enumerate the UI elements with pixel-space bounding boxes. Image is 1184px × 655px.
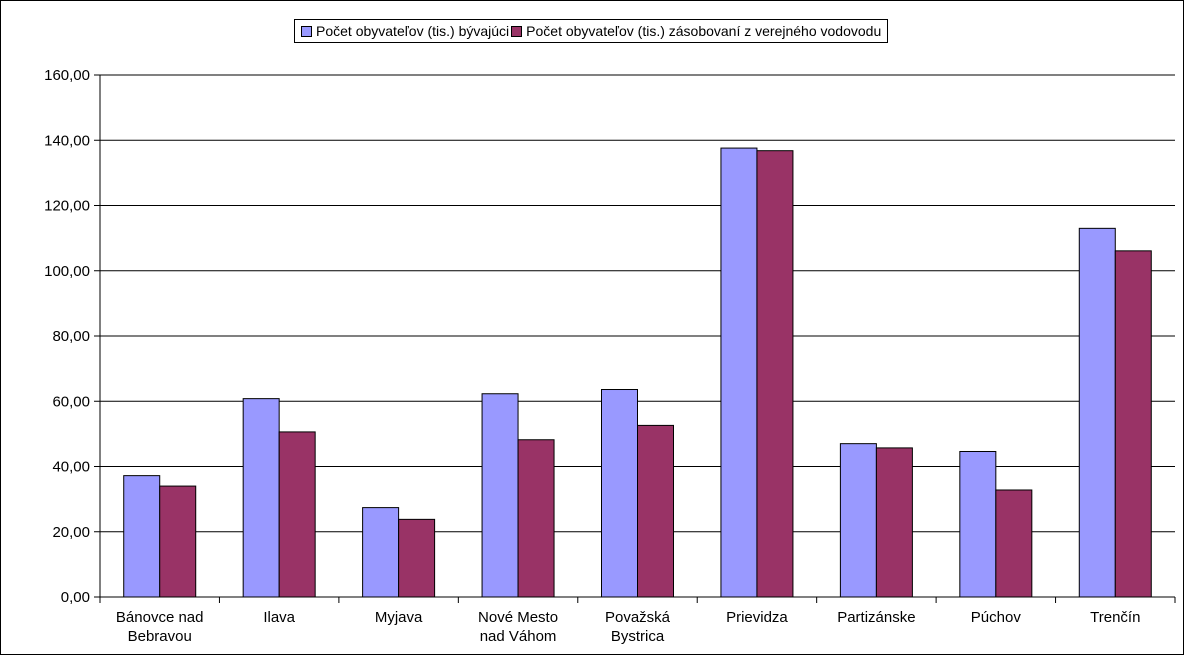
bar-series-2 <box>398 518 436 598</box>
y-tick-label: 40,00 <box>52 459 90 476</box>
x-tick-label: Partizánske <box>837 609 915 626</box>
x-tick-label: Trenčín <box>1090 609 1140 626</box>
legend-swatch-series-1 <box>301 25 312 37</box>
y-tick-label: 0,00 <box>61 589 90 606</box>
x-tick-label: Prievidza <box>726 609 788 626</box>
bar-series-2 <box>637 424 674 598</box>
bar-series-2 <box>278 431 316 598</box>
y-tick-label: 80,00 <box>52 328 90 345</box>
legend-item-series-1: Počet obyvateľov (tis.) bývajúci <box>299 23 509 39</box>
y-tick-label: 160,00 <box>44 67 90 84</box>
bar-series-1 <box>123 475 161 598</box>
bar-series-1 <box>959 450 997 598</box>
y-tick-label: 60,00 <box>52 393 90 410</box>
x-tick-label: Bebravou <box>128 628 192 645</box>
bar-series-2 <box>756 150 794 598</box>
chart-legend: Počet obyvateľov (tis.) bývajúci Počet o… <box>294 19 889 43</box>
legend-swatch-series-2 <box>511 25 523 37</box>
x-tick-label: nad Váhom <box>480 628 557 645</box>
bar-series-1 <box>601 389 638 598</box>
bar-series-2 <box>517 439 555 598</box>
x-tick-label: Myjava <box>375 609 423 626</box>
x-tick-label: Považská <box>605 609 671 626</box>
y-tick-label: 140,00 <box>44 132 90 149</box>
bar-series-2 <box>875 447 913 598</box>
bar-series-2 <box>159 485 197 598</box>
legend-label-series-2: Počet obyvateľov (tis.) zásobovaní z ver… <box>526 23 882 39</box>
x-tick-label: Nové Mesto <box>478 609 558 626</box>
x-tick-label: Bánovce nad <box>116 609 204 626</box>
bar-series-1 <box>242 398 280 598</box>
x-tick-label: Púchov <box>971 609 1022 626</box>
bar-series-1 <box>720 147 758 598</box>
x-tick-label: Ilava <box>263 609 295 626</box>
bar-series-1 <box>839 443 877 598</box>
y-tick-label: 100,00 <box>44 263 90 280</box>
y-tick-label: 20,00 <box>52 524 90 541</box>
legend-label-series-1: Počet obyvateľov (tis.) bývajúci <box>316 23 510 39</box>
bar-series-1 <box>362 507 400 598</box>
y-tick-label: 120,00 <box>44 198 90 215</box>
bar-series-2 <box>1114 250 1152 598</box>
legend-item-series-2: Počet obyvateľov (tis.) zásobovaní z ver… <box>509 23 881 39</box>
bar-series-1 <box>481 393 519 598</box>
bar-series-1 <box>1078 227 1116 598</box>
x-tick-label: Bystrica <box>611 628 665 645</box>
bar-series-2 <box>995 489 1033 598</box>
